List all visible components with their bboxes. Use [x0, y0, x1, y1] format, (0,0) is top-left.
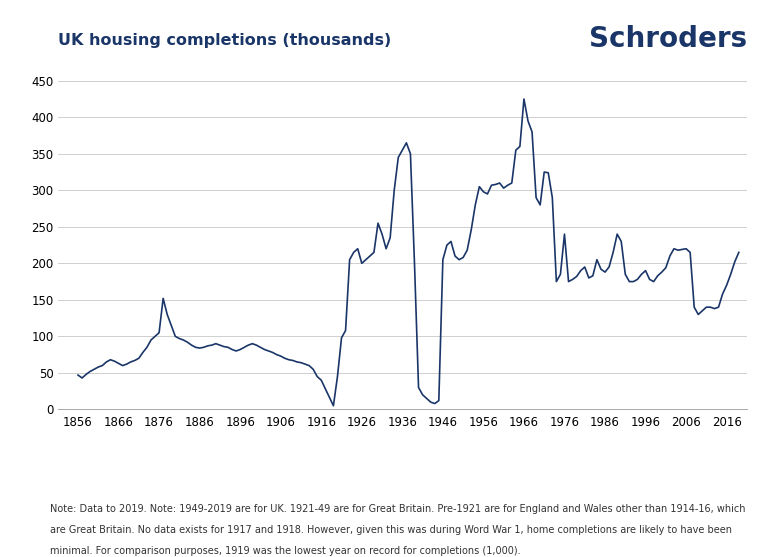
Text: are Great Britain. No data exists for 1917 and 1918. However, given this was dur: are Great Britain. No data exists for 19… — [50, 525, 732, 535]
Text: UK housing completions (thousands): UK housing completions (thousands) — [58, 33, 391, 48]
Text: Schroders: Schroders — [589, 25, 747, 53]
Text: minimal. For comparison purposes, 1919 was the lowest year on record for complet: minimal. For comparison purposes, 1919 w… — [50, 546, 521, 556]
Text: Note: Data to 2019. Note: 1949-2019 are for UK. 1921-49 are for Great Britain. P: Note: Data to 2019. Note: 1949-2019 are … — [50, 504, 745, 514]
